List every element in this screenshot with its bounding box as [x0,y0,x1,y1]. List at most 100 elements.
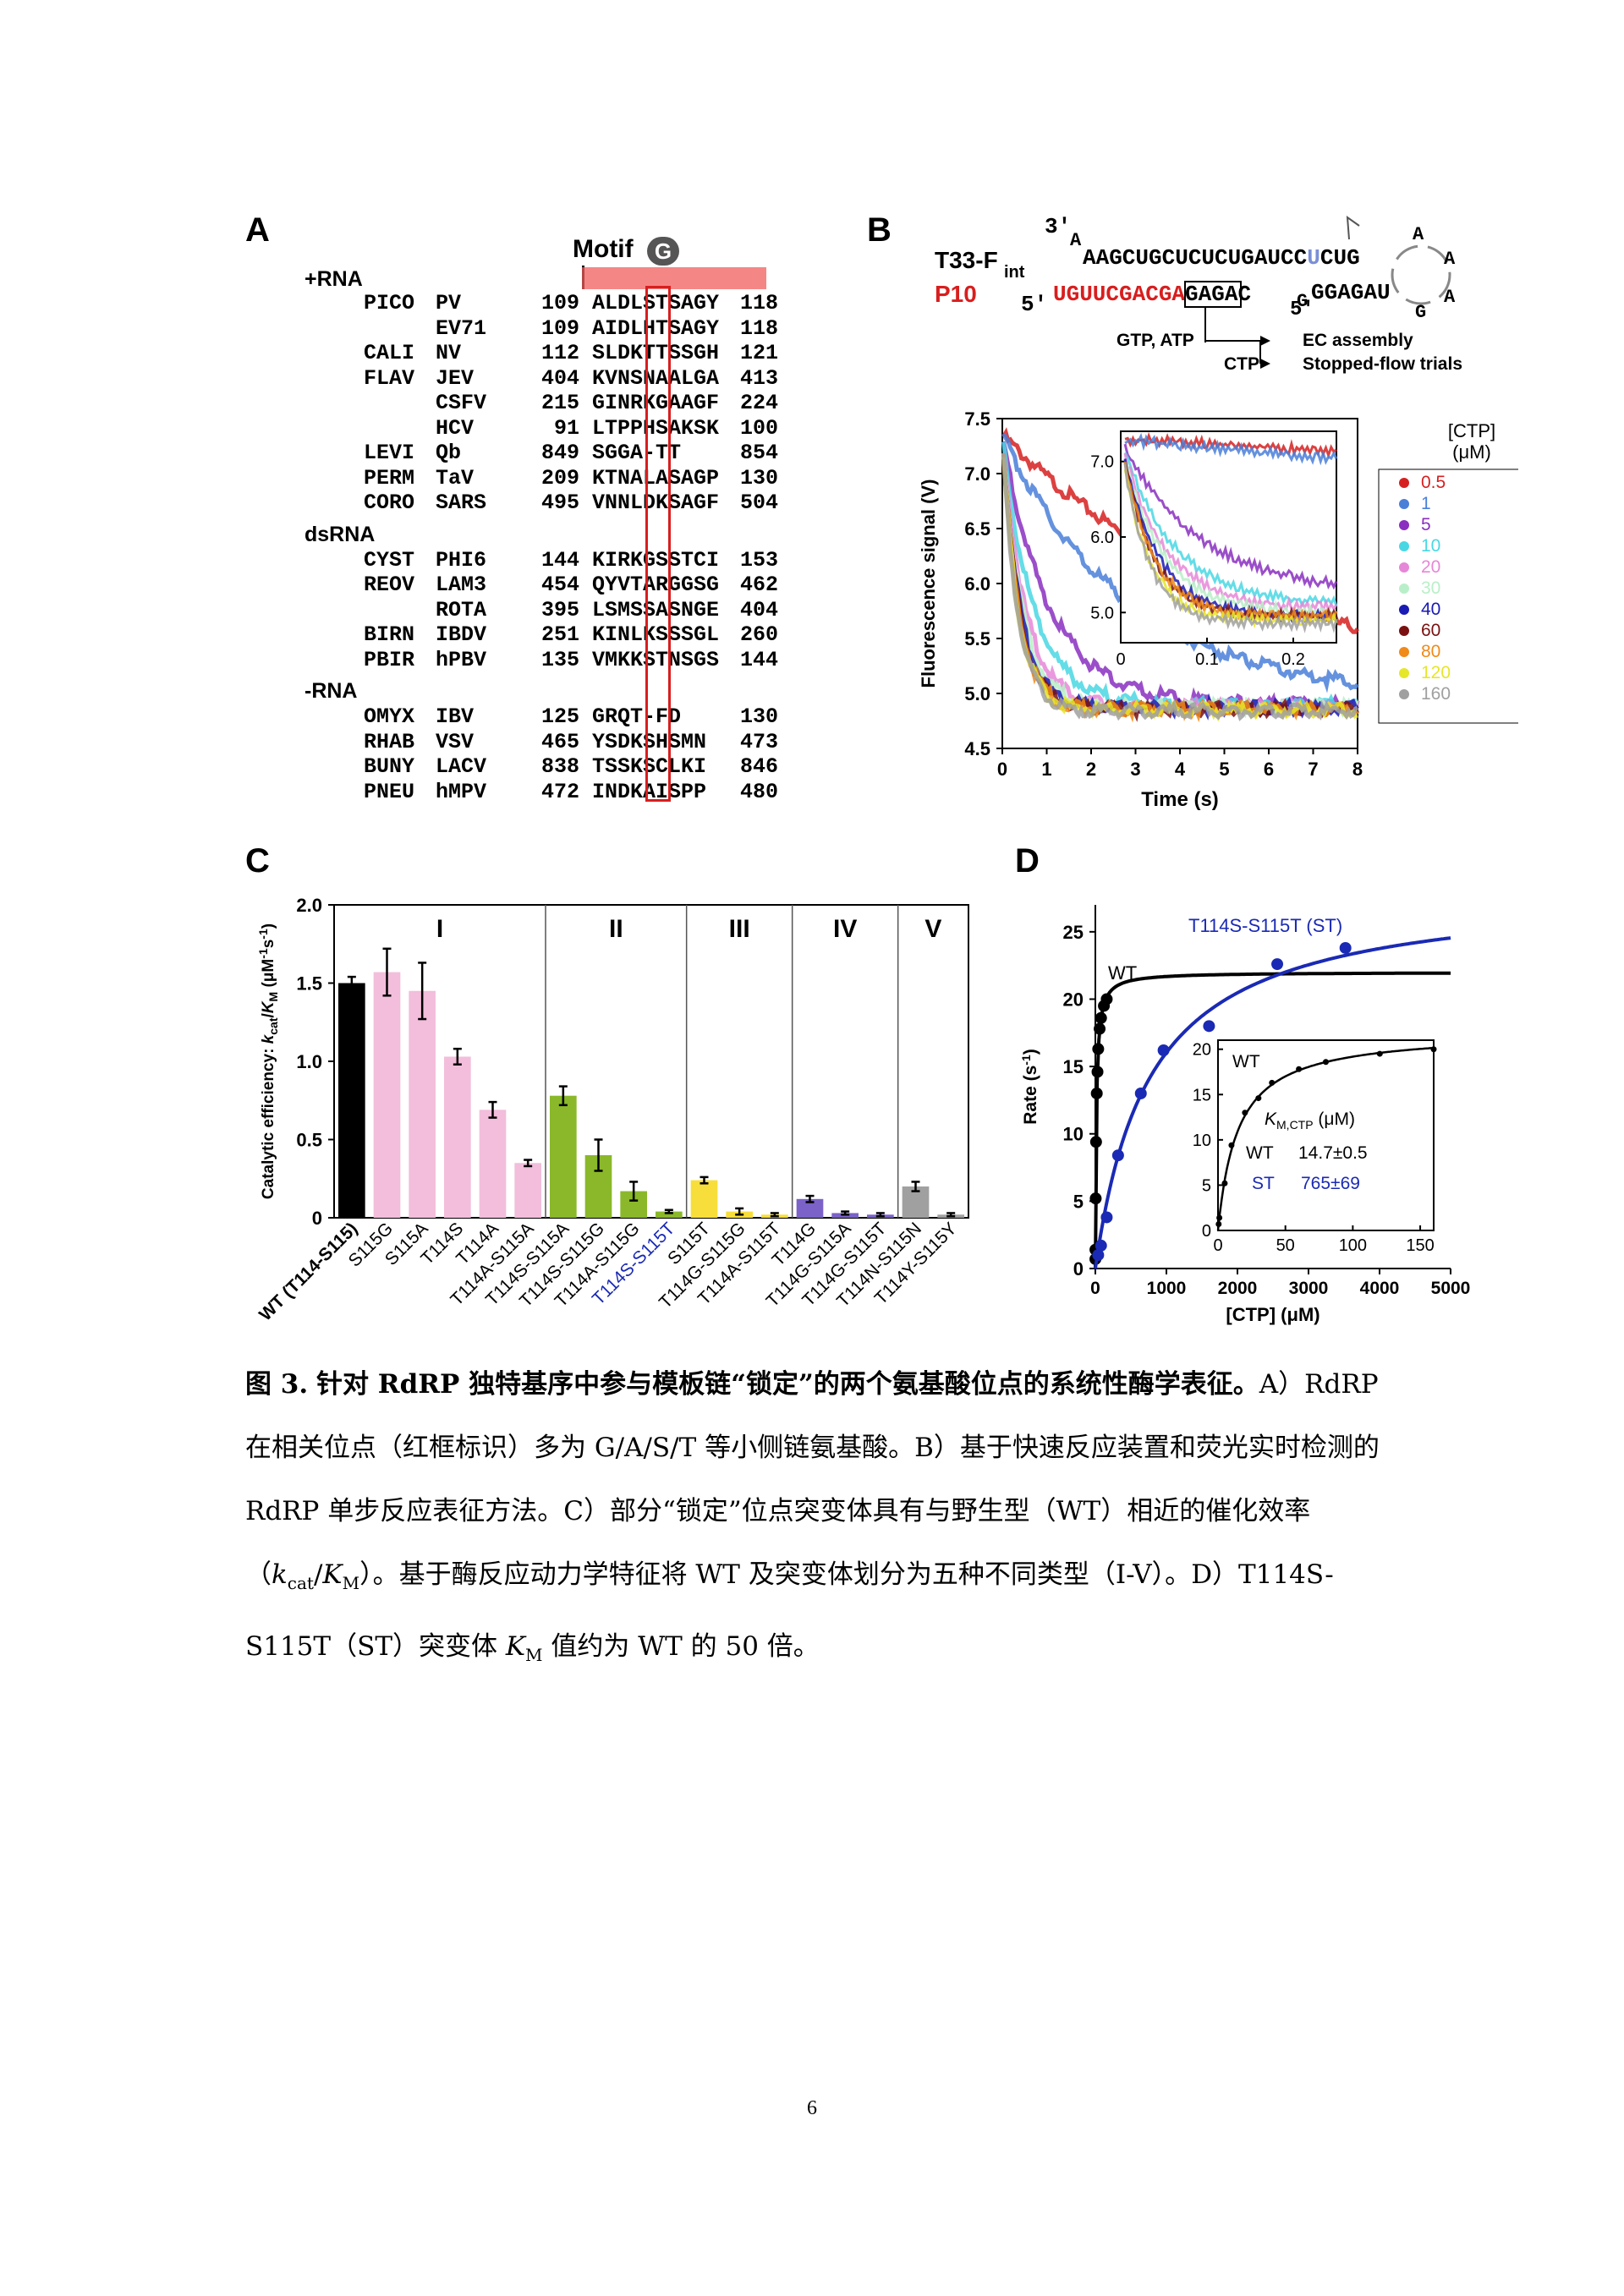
y-axis-label-part: Rate (s [1021,1066,1040,1125]
km-label-part: (μM) [1314,1110,1355,1129]
x-tick-label: 3 [1130,759,1140,780]
y-tick-label: 5.5 [964,628,990,649]
hairpin-sequence: GGAGAU [1311,280,1391,305]
alignment-cell: VMKKSTNSGS [592,647,720,672]
legend-swatch [1399,647,1409,657]
legend-swatch [1399,520,1409,530]
alignment-cell: 109 [540,291,579,315]
km-label: KM,CTP (μM) [1265,1110,1355,1132]
data-point [1095,1239,1107,1252]
y-tick-label: 4.5 [964,738,990,759]
alignment-cell: VSV [436,729,475,754]
alignment-cell: 495 [540,490,579,515]
x-axis-label: Time (s) [1141,788,1219,811]
km-wt-value: 14.7±0.5 [1298,1143,1368,1163]
data-point [1091,1066,1104,1078]
group-label: I [436,915,443,943]
loop-a3: A [1444,287,1456,308]
alignment-cell: SGGA-TT [592,441,682,465]
primer-label: P10 [935,281,977,307]
legend-entry: 0.5 [1421,473,1446,492]
inset-x-tick-label: 50 [1276,1236,1295,1255]
alignment-cell: 473 [740,729,779,754]
panel-letter-a: A [245,211,270,249]
alignment-cell: hPBV [436,647,487,672]
bar [338,983,365,1218]
caption-cat: cat [287,1573,314,1594]
alignment-cell: TSSKSCLKI [592,754,707,779]
alignment-cell: IBV [436,704,475,729]
y-axis-label-part: ) [260,923,277,929]
alignment-cell: 465 [540,729,579,754]
data-point [1157,1044,1170,1056]
inset-x-tick-label: 150 [1406,1236,1434,1255]
x-tick-label: 8 [1352,759,1363,780]
alignment-cell: 109 [540,315,579,341]
y-axis-label-part: -1 [1019,1055,1033,1066]
motif-badge: G [647,237,679,266]
alignment-cell: PICO [364,291,415,315]
x-tick-label: 5000 [1431,1279,1471,1298]
inset-x-tick-label: 0 [1213,1236,1222,1255]
y-tick-label: 25 [1063,922,1084,943]
data-point [1100,1211,1113,1224]
legend-title: [CTP] [1448,420,1495,441]
step2-label: CTP [1224,354,1259,374]
alignment-cell: YSDKSHSMN [592,729,707,754]
y-tick-label: 6.5 [964,518,990,540]
alignment-cell: CORO [364,490,415,515]
alignment-cell: 100 [740,415,779,441]
group-label: +RNA [304,267,363,291]
y-axis-label-part: M [266,992,280,1002]
y-axis-label-part: cat [266,1017,280,1035]
bar [514,1163,541,1218]
template-3prime: 3' [1045,214,1071,239]
trials-label: Stopped-flow trials [1303,354,1462,374]
alignment-cell: 849 [540,441,579,465]
legend-entry: 5 [1421,515,1431,534]
alignment-cell: LAM3 [436,573,487,597]
legend-entry: 30 [1421,578,1440,598]
alignment-cell: 224 [740,391,779,415]
x-axis-label: [CTP] (μM) [1226,1304,1320,1325]
legend-entry: 10 [1421,536,1440,556]
inset-data-point [1242,1110,1248,1116]
data-point [1339,941,1352,954]
series-label-st: T114S-S115T (ST) [1188,915,1342,936]
group-label: IV [833,915,857,943]
alignment-cell: 130 [740,704,779,729]
fluorophore-icon [1346,215,1360,240]
catalytic-efficiency-chart: I II III IV V00.51.01.52.0WT (T114-S115)S115… [255,895,969,1324]
loop-a1: A [1413,224,1424,245]
inset-data-point [1255,1095,1262,1102]
legend-entry: 160 [1421,684,1451,704]
y-axis-label-part: -1 [256,948,270,959]
inset-series-line [1124,432,1338,466]
y-tick-label: 10 [1063,1124,1084,1145]
data-point [1095,1011,1107,1024]
assembly-label: EC assembly [1303,331,1413,350]
group-label: -RNA [304,679,358,703]
alignment-cell: BUNY [364,754,415,779]
inset-y-tick-label: 15 [1193,1086,1211,1104]
legend-entry: 60 [1421,621,1440,640]
bar [479,1110,507,1218]
inset-data-point [1323,1059,1329,1066]
alignment-cell: 144 [740,647,779,672]
fit-curve [1094,936,1451,1269]
km-label-part: M,CTP [1276,1118,1314,1132]
inset-data-point [1430,1046,1437,1053]
y-tick-label: 1.5 [296,973,322,995]
x-tick-label: 0 [1090,1279,1100,1298]
alignment-cell: OMYX [364,704,415,729]
rna-scaffold-schematic: 3' A T33-F int AAGCUGCUCUCUGAUCCUCUG A A… [935,214,1462,374]
group-label: V [924,915,941,943]
alignment-cell: LSMSSASNGE [592,597,720,622]
alignment-cell: 118 [740,291,779,315]
caption-d-post: 值约为 WT 的 50 倍。 [542,1631,820,1663]
km-label-part: K [1265,1110,1277,1129]
legend-entry: 40 [1421,600,1440,619]
alignment-cell: 480 [740,779,779,804]
legend-swatch [1399,668,1409,678]
x-tick-label: 4000 [1360,1279,1400,1298]
